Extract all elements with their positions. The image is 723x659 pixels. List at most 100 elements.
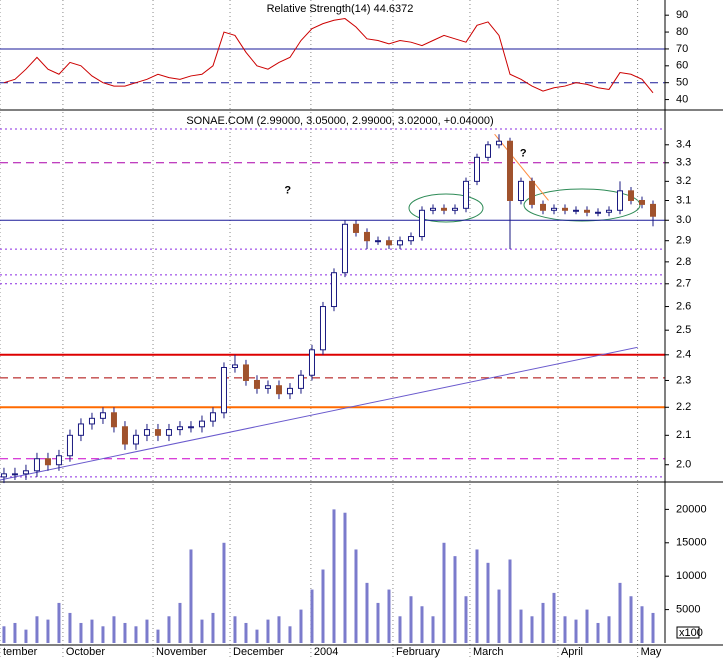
- volume-bar: [24, 629, 28, 643]
- y-tick-label: 10000: [676, 570, 707, 582]
- y-tick-label: 90: [676, 9, 688, 21]
- volume-bar: [453, 556, 457, 643]
- candle-body: [55, 455, 62, 466]
- candle-body: [540, 203, 547, 211]
- volume-bar: [2, 626, 6, 643]
- volume-bar: [464, 596, 468, 643]
- x-tick-label: October: [66, 646, 105, 658]
- y-tick-label: 15000: [676, 537, 707, 549]
- candle-body: [352, 223, 359, 233]
- volume-bar: [68, 612, 72, 643]
- pane-title: SONAE.COM (2.99000, 3.05000, 2.99000, 3.…: [186, 115, 493, 127]
- volume-bar: [178, 602, 182, 643]
- y-tick-label: 2.3: [676, 374, 691, 386]
- candle-body: [22, 470, 29, 475]
- volume-bar: [629, 596, 633, 643]
- candle-body: [639, 199, 646, 205]
- x-tick-label: March: [473, 646, 504, 658]
- unit-box: [676, 626, 700, 639]
- volume-bar: [167, 616, 171, 643]
- highlight-ellipse: [523, 188, 641, 222]
- candle-body: [595, 211, 602, 214]
- volume-bar: [35, 616, 39, 643]
- candle-body: [275, 385, 282, 395]
- candle-body: [396, 240, 403, 246]
- candle-body: [209, 412, 216, 422]
- x-tick-label: 2004: [314, 646, 338, 658]
- y-tick-label: 40: [676, 93, 688, 105]
- candle-body: [319, 306, 326, 351]
- candle-body: [121, 426, 128, 445]
- candle-body: [517, 180, 524, 201]
- volume-bar: [277, 616, 281, 643]
- candle-body: [297, 374, 304, 389]
- volume-bar: [387, 589, 391, 643]
- candle-body: [529, 180, 535, 205]
- volume-bar: [607, 616, 611, 643]
- y-tick-label: 80: [676, 26, 688, 38]
- volume-bar: [266, 619, 270, 643]
- candle-body: [176, 426, 183, 431]
- volume-bar: [574, 619, 578, 643]
- volume-bar: [222, 542, 226, 643]
- volume-bar: [486, 562, 490, 643]
- candle-body: [562, 207, 569, 211]
- trend-line: [0, 346, 638, 481]
- volume-bar: [651, 612, 655, 643]
- volume-bar: [90, 619, 94, 643]
- volume-bar: [618, 582, 622, 643]
- y-tick-label: 3.2: [676, 175, 691, 187]
- candle-body: [407, 236, 414, 242]
- candle-body: [374, 240, 381, 243]
- candle-body: [617, 190, 624, 211]
- candle-body: [33, 458, 40, 472]
- candle-body: [231, 364, 238, 368]
- candle-body: [264, 385, 271, 389]
- volume-bar: [585, 609, 589, 643]
- volume-bar: [354, 549, 358, 643]
- y-tick-label: 5000: [676, 604, 700, 616]
- volume-bar: [299, 609, 303, 643]
- candle-body: [154, 429, 161, 436]
- candle-body: [628, 190, 635, 201]
- volume-bar: [79, 622, 83, 643]
- candle-body: [341, 223, 348, 274]
- y-tick-label: 2.9: [676, 235, 691, 247]
- volume-bar: [57, 602, 61, 643]
- volume-bar: [563, 616, 567, 643]
- candle-body: [418, 209, 425, 238]
- candle-body: [495, 140, 502, 146]
- volume-bar: [321, 569, 325, 643]
- volume-bar: [552, 592, 556, 643]
- volume-bar: [211, 612, 215, 643]
- volume-bar: [442, 542, 446, 643]
- candle-body: [573, 209, 580, 212]
- volume-bar: [508, 559, 512, 643]
- volume-bar: [101, 626, 105, 643]
- candle-body: [253, 379, 260, 389]
- volume-bar: [189, 549, 193, 643]
- volume-bar: [365, 582, 369, 643]
- volume-bar: [530, 616, 534, 643]
- volume-bar: [310, 589, 314, 643]
- y-tick-label: 20000: [676, 503, 707, 515]
- pane-title: Relative Strength(14) 44.6372: [267, 3, 414, 15]
- unit-label: x100: [679, 627, 703, 639]
- candle-body: [429, 207, 436, 211]
- x-tick-label: April: [561, 646, 583, 658]
- candle-body: [187, 426, 194, 429]
- volume-bar: [13, 622, 17, 643]
- candle-body: [66, 434, 73, 457]
- candle-body: [650, 203, 657, 217]
- candle-body: [242, 364, 249, 381]
- volume-bar: [46, 619, 50, 643]
- volume-bar: [123, 622, 127, 643]
- candle-body: [506, 140, 513, 201]
- candle-body: [462, 180, 469, 209]
- y-tick-label: 3.4: [676, 139, 691, 151]
- volume-bar: [420, 606, 424, 643]
- trend-line: [494, 133, 549, 201]
- y-tick-label: 2.2: [676, 401, 691, 413]
